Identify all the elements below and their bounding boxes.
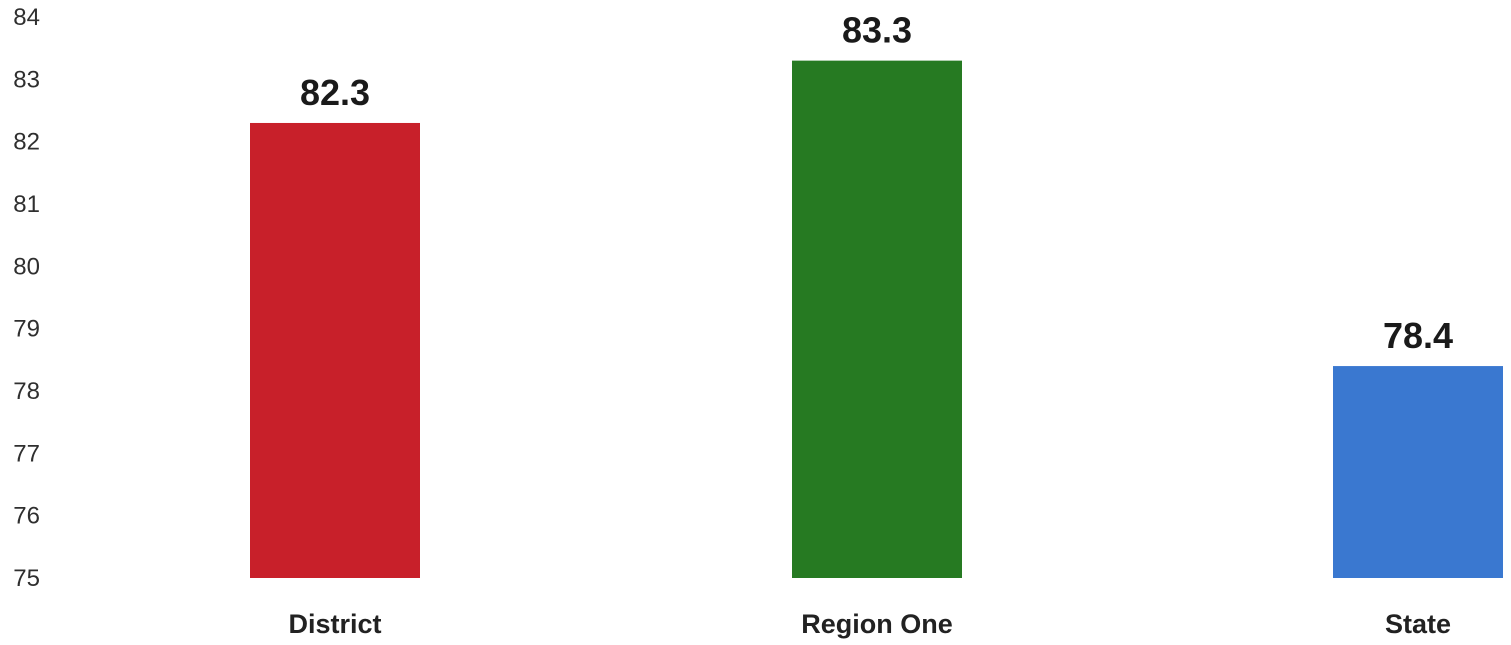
y-tick-label: 77 [13,440,40,467]
bar-district [250,122,420,578]
bars [250,60,1503,578]
data-label: 82.3 [300,72,370,113]
bar-state [1333,366,1503,578]
y-tick-label: 80 [13,253,40,280]
x-category-label: District [288,609,381,639]
y-tick-label: 75 [13,565,40,592]
y-axis: 75 76 77 78 79 80 81 82 83 84 [13,4,40,592]
y-tick-label: 83 [13,66,40,93]
y-tick-label: 84 [13,4,40,31]
y-tick-label: 82 [13,129,40,156]
x-category-label: Region One [801,609,953,639]
y-tick-label: 81 [13,191,40,218]
data-label: 78.4 [1383,315,1453,356]
x-category-label: State [1385,609,1451,639]
y-tick-label: 76 [13,503,40,530]
y-tick-label: 78 [13,378,40,405]
bar-region-one [792,60,962,578]
value-labels: 82.3 83.3 78.4 [300,10,1453,356]
x-axis: District Region One State [288,609,1451,639]
y-tick-label: 79 [13,316,40,343]
data-label: 83.3 [842,10,912,51]
